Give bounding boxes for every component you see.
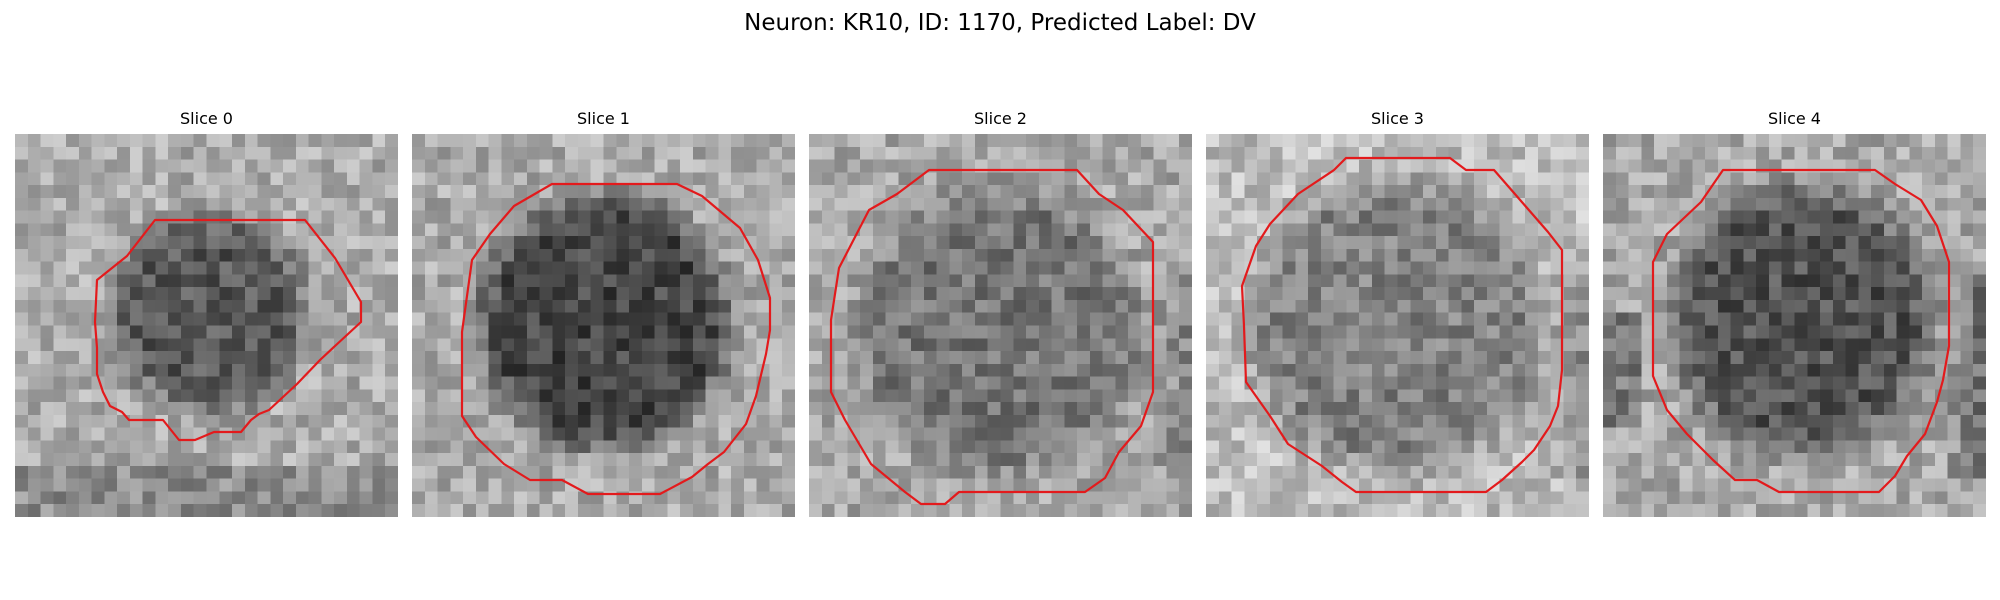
roi-contour	[1240, 156, 1564, 494]
slice-image	[809, 134, 1192, 517]
slice-title: Slice 2	[974, 109, 1027, 128]
intensity-image	[809, 134, 1192, 517]
roi-contour	[1651, 168, 1951, 494]
slice-title: Slice 0	[180, 109, 233, 128]
slice-image	[412, 134, 795, 517]
slice-title: Slice 4	[1768, 109, 1821, 128]
intensity-image	[1603, 134, 1986, 517]
slice-title: Slice 1	[577, 109, 630, 128]
slice-panel-2: Slice 2	[809, 108, 1192, 517]
figure-title: Neuron: KR10, ID: 1170, Predicted Label:…	[744, 10, 1256, 36]
slice-image	[1206, 134, 1589, 517]
intensity-image	[412, 134, 795, 517]
intensity-image	[1206, 134, 1589, 517]
intensity-image	[15, 134, 398, 517]
slice-panel-4: Slice 4	[1603, 108, 1986, 517]
slice-panel-3: Slice 3	[1206, 108, 1589, 517]
slice-panel-1: Slice 1	[412, 108, 795, 517]
slice-title: Slice 3	[1371, 109, 1424, 128]
roi-contour	[829, 168, 1155, 506]
roi-contour	[93, 218, 363, 442]
slice-image	[15, 134, 398, 517]
roi-contour	[460, 182, 772, 496]
slice-image	[1603, 134, 1986, 517]
slice-panel-0: Slice 0	[15, 108, 398, 517]
